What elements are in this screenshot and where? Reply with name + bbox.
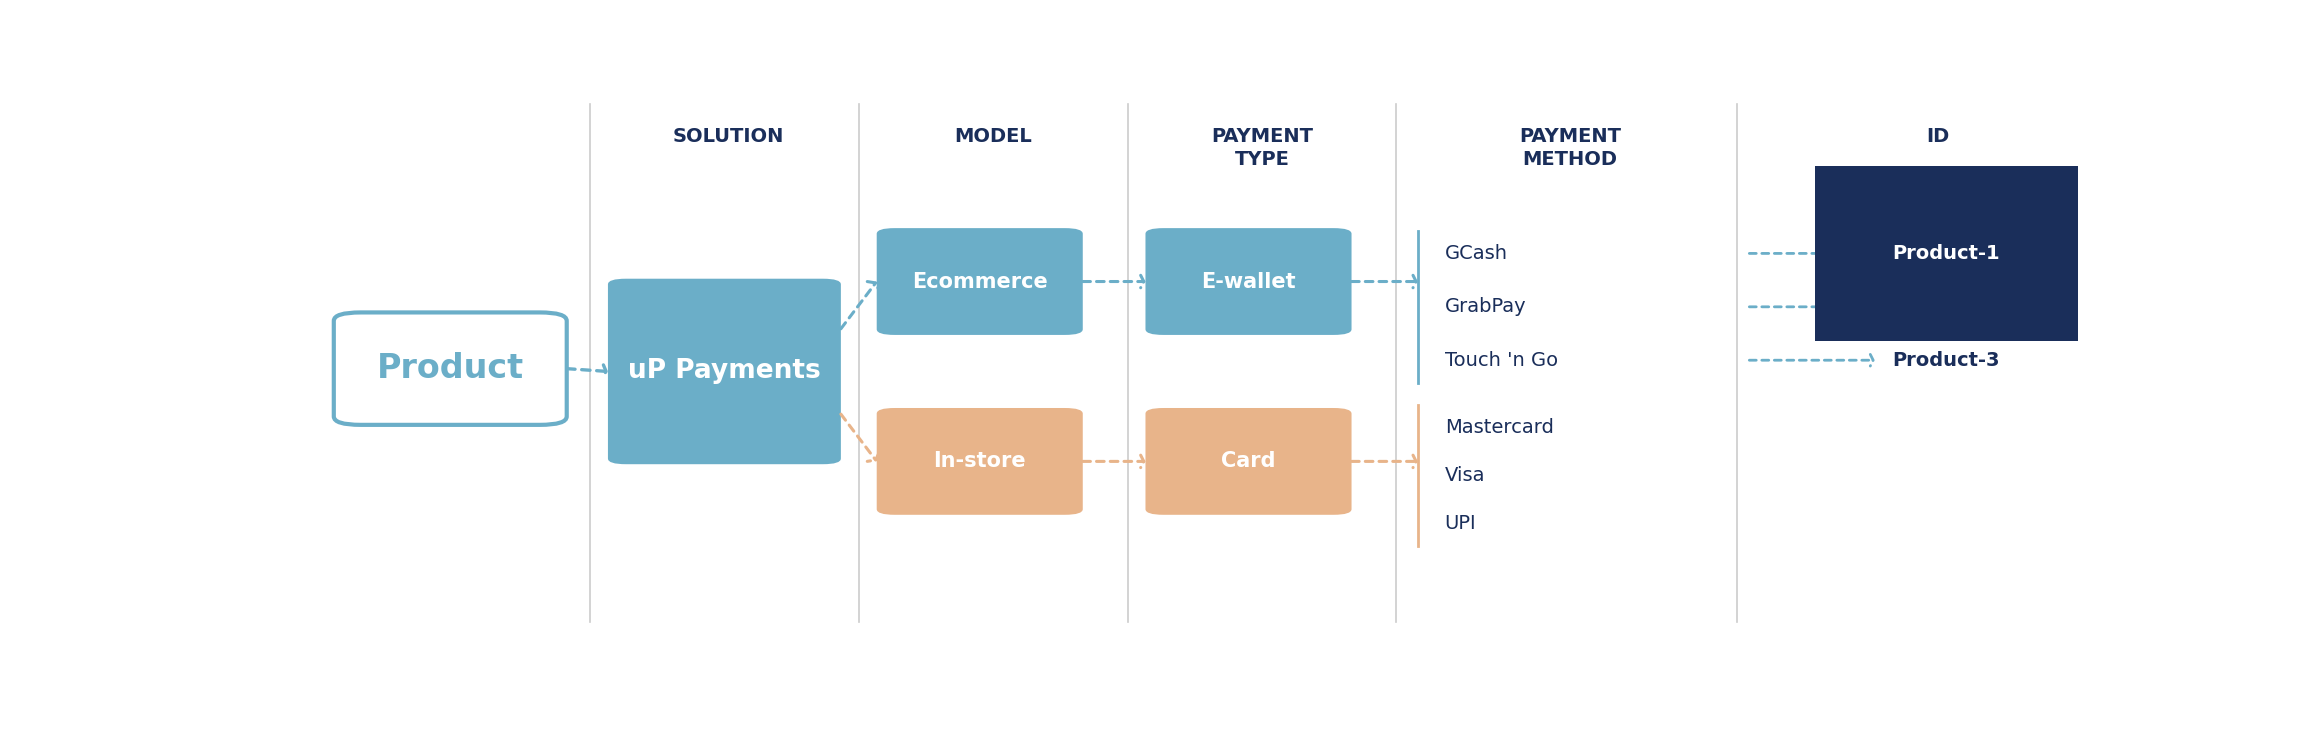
Text: Product: Product <box>377 352 525 385</box>
Text: Mastercard: Mastercard <box>1445 418 1554 437</box>
FancyBboxPatch shape <box>876 228 1082 335</box>
Text: uP Payments: uP Payments <box>629 358 821 385</box>
FancyBboxPatch shape <box>333 312 566 425</box>
Text: Ecommerce: Ecommerce <box>911 272 1047 291</box>
Text: GrabPay: GrabPay <box>1445 297 1526 316</box>
Text: Product-2: Product-2 <box>1894 297 2000 316</box>
Text: Touch 'n Go: Touch 'n Go <box>1445 350 1558 369</box>
FancyBboxPatch shape <box>876 408 1082 515</box>
Text: Product-3: Product-3 <box>1894 350 2000 369</box>
Text: Card: Card <box>1221 451 1276 472</box>
Text: UPI: UPI <box>1445 514 1477 533</box>
Text: E-wallet: E-wallet <box>1202 272 1295 291</box>
FancyBboxPatch shape <box>608 279 842 464</box>
FancyBboxPatch shape <box>1144 408 1353 515</box>
Text: ID: ID <box>1926 127 1949 146</box>
FancyBboxPatch shape <box>1144 228 1353 335</box>
Text: In-store: In-store <box>934 451 1027 472</box>
Text: Product-1: Product-1 <box>1894 244 2000 263</box>
Text: MODEL: MODEL <box>955 127 1031 146</box>
Text: Visa: Visa <box>1445 466 1484 485</box>
Text: PAYMENT
TYPE: PAYMENT TYPE <box>1211 127 1313 169</box>
Text: PAYMENT
METHOD: PAYMENT METHOD <box>1519 127 1621 169</box>
Text: SOLUTION: SOLUTION <box>673 127 784 146</box>
Text: GCash: GCash <box>1445 244 1507 263</box>
